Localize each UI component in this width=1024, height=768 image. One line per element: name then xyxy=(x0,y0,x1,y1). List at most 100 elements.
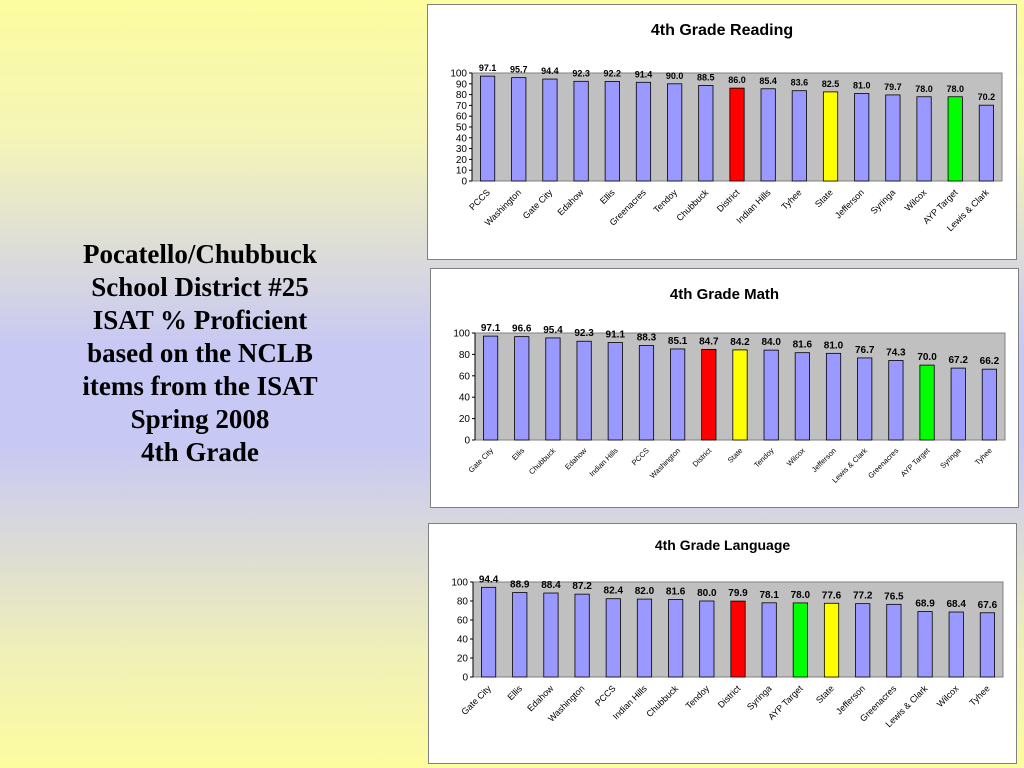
language-bar xyxy=(574,593,590,678)
math-bar xyxy=(763,349,779,441)
reading-bar xyxy=(854,93,870,182)
math-category-label: Syringa xyxy=(938,445,963,470)
math-bar xyxy=(794,352,810,441)
language-y-tick-label: 0 xyxy=(462,673,468,684)
reading-category-label: Chubbuck xyxy=(675,187,711,223)
reading-value-label: 91.4 xyxy=(635,69,653,79)
reading-bar xyxy=(635,81,652,182)
language-bar xyxy=(668,599,684,678)
language-value-label: 78.0 xyxy=(791,590,811,601)
math-bar xyxy=(638,345,655,441)
language-bar xyxy=(636,598,653,678)
reading-value-label: 95.7 xyxy=(510,65,528,75)
math-category-label: Greenacres xyxy=(866,446,900,480)
slide-title-line: Pocatello/Chubbuck xyxy=(82,239,318,269)
slide-title-line: ISAT % Proficient xyxy=(92,305,308,335)
slide-title-line: based on the NCLB xyxy=(87,338,313,368)
language-y-tick-label: 20 xyxy=(457,654,469,665)
math-bar xyxy=(981,368,997,441)
reading-bar xyxy=(885,94,901,182)
reading-value-label: 90.0 xyxy=(666,71,684,81)
reading-bar xyxy=(542,78,558,182)
math-category-label: Tyhee xyxy=(973,446,994,467)
reading-value-label: 83.6 xyxy=(791,78,809,88)
reading-chart-title: 4th Grade Reading xyxy=(651,22,793,39)
math-chart-title: 4th Grade Math xyxy=(670,286,779,303)
reading-bar xyxy=(822,91,839,182)
math-y-tick-label: 100 xyxy=(453,329,470,340)
reading-category-label: Edahow xyxy=(555,187,585,217)
language-y-tick-label: 80 xyxy=(457,597,469,608)
reading-value-label: 78.0 xyxy=(915,84,933,94)
language-value-label: 68.9 xyxy=(915,599,935,610)
language-y-tick-label: 100 xyxy=(451,578,468,589)
math-bar xyxy=(919,364,935,441)
math-category-label: AYP Target xyxy=(899,445,932,478)
reading-category-label: Syringa xyxy=(869,187,898,216)
reading-chart-panel: 4th Grade Reading 0 10 20 30 40 50 60 70 80 90 100 9… xyxy=(427,4,1017,260)
language-category-label: Wilcox xyxy=(935,683,961,709)
language-bar xyxy=(948,611,964,678)
math-chart-panel: 4th Grade Math 0 20 40 60 80 100 97.1 Gate City 9… xyxy=(430,268,1019,508)
reading-y-tick-label: 100 xyxy=(450,69,467,80)
reading-bar xyxy=(698,85,714,182)
math-category-label: State xyxy=(726,446,745,465)
math-category-label: Indian Hills xyxy=(587,446,619,478)
language-bar xyxy=(481,586,497,678)
language-value-label: 77.2 xyxy=(853,591,873,602)
math-bar xyxy=(888,360,904,441)
language-category-label: Indian Hills xyxy=(611,683,650,722)
language-category-label: District xyxy=(716,683,743,710)
reading-value-label: 70.2 xyxy=(978,92,996,102)
math-value-label: 84.7 xyxy=(699,336,719,347)
math-value-label: 84.2 xyxy=(730,337,750,348)
language-value-label: 94.4 xyxy=(479,574,499,585)
math-value-label: 67.2 xyxy=(949,355,969,366)
language-value-label: 76.5 xyxy=(884,591,904,602)
language-category-label: Gate City xyxy=(459,683,493,717)
math-y-tick-label: 60 xyxy=(459,371,471,382)
reading-bar xyxy=(978,104,994,182)
reading-value-label: 85.4 xyxy=(759,76,777,86)
math-bar xyxy=(545,337,561,441)
reading-bar xyxy=(511,77,527,182)
reading-bar xyxy=(791,90,807,182)
language-y-tick-label: 60 xyxy=(457,616,469,627)
math-value-label: 91.1 xyxy=(606,330,626,341)
language-bar xyxy=(761,602,777,678)
math-bar xyxy=(607,342,623,441)
math-value-label: 97.1 xyxy=(481,323,501,334)
language-bar xyxy=(792,602,808,678)
reading-category-label: Gate City xyxy=(521,187,555,221)
reading-value-label: 81.0 xyxy=(853,81,871,91)
math-category-label: Jefferson xyxy=(810,446,838,474)
reading-y-tick-label: 20 xyxy=(456,155,468,166)
math-bar xyxy=(950,367,966,441)
reading-y-tick-label: 90 xyxy=(456,79,468,90)
math-category-label: Edahow xyxy=(563,446,589,472)
math-value-label: 76.7 xyxy=(855,345,875,356)
math-value-label: 81.6 xyxy=(793,340,813,351)
reading-value-label: 94.4 xyxy=(541,66,559,76)
math-bar xyxy=(670,348,686,441)
math-category-label: Gate City xyxy=(467,446,496,475)
reading-bar xyxy=(604,81,620,182)
slide-title-line: School District #25 xyxy=(91,272,309,302)
reading-value-label: 79.7 xyxy=(884,82,902,92)
language-bar xyxy=(605,598,621,678)
language-category-label: Tendoy xyxy=(684,683,712,711)
language-value-label: 68.4 xyxy=(947,599,967,610)
reading-y-tick-label: 80 xyxy=(456,90,468,101)
reading-y-tick-label: 70 xyxy=(456,101,468,112)
language-category-label: PCCS xyxy=(593,683,618,708)
math-bar xyxy=(732,349,748,441)
slide-title-line: items from the ISAT xyxy=(82,371,318,401)
language-category-label: Syringa xyxy=(745,683,774,712)
language-value-label: 87.2 xyxy=(572,581,592,592)
reading-category-label: Ellis xyxy=(598,187,617,206)
math-value-label: 84.0 xyxy=(761,337,781,348)
language-bar xyxy=(917,611,933,678)
reading-value-label: 92.2 xyxy=(604,68,622,78)
language-value-label: 77.6 xyxy=(822,590,842,601)
reading-category-label: PCCS xyxy=(467,187,492,212)
